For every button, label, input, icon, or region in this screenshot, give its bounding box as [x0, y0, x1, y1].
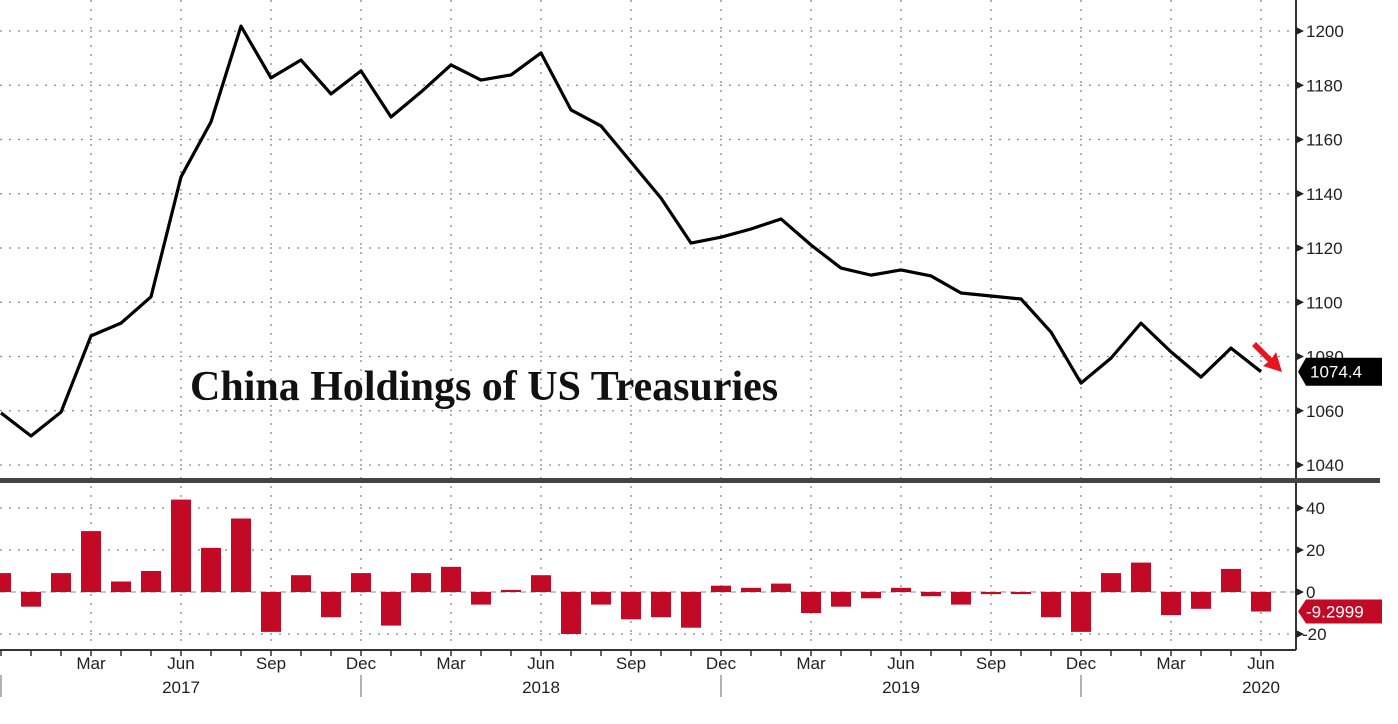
bar-2018-05	[501, 589, 521, 592]
panel-separator	[0, 478, 1380, 483]
bar-2019-08	[951, 592, 971, 605]
x-month-label: Dec	[706, 654, 737, 673]
red-arrow-icon	[1252, 342, 1282, 372]
y-tick	[1296, 135, 1304, 144]
last-value-tag	[1298, 357, 1382, 386]
bar-2018-04	[471, 592, 491, 605]
x-month-label: Jun	[527, 654, 554, 673]
bar-2018-10	[651, 592, 671, 618]
bar-2018-09	[621, 592, 641, 620]
x-month-label: Sep	[256, 654, 286, 673]
y-tick-label: 1180	[1306, 76, 1343, 95]
bar-2019-10	[1011, 592, 1031, 595]
bar-2018-07	[561, 592, 581, 634]
y-tick	[1296, 630, 1304, 638]
bar-2017-06	[171, 499, 191, 592]
y-tick-label: 1160	[1306, 131, 1343, 150]
y-tick	[1296, 352, 1304, 361]
bar-2020-04	[1191, 592, 1211, 609]
x-month-label: Mar	[796, 654, 826, 673]
bar-2019-09	[981, 592, 1001, 595]
x-month-label: Mar	[436, 654, 466, 673]
y-tick	[1296, 81, 1304, 90]
bar-2019-04	[831, 592, 851, 607]
bar-2019-03	[801, 592, 821, 613]
bar-2019-06	[891, 587, 911, 592]
x-month-label: Sep	[976, 654, 1006, 673]
bar-2018-11	[681, 592, 701, 628]
bar-2017-03	[81, 531, 101, 592]
bar-2018-02	[411, 573, 431, 592]
y-tick	[1296, 244, 1304, 252]
y-tick	[1296, 546, 1304, 554]
bar-2017-04	[111, 581, 131, 592]
bar-2018-03	[441, 566, 461, 592]
x-month-label: Mar	[76, 654, 106, 673]
bar-2020-06	[1251, 592, 1271, 612]
y-tick-label: 0	[1306, 583, 1315, 602]
bar-2017-12	[351, 573, 371, 592]
x-month-label: Jun	[167, 654, 194, 673]
holdings-line	[0, 24, 1262, 438]
bar-2017-02	[51, 573, 71, 592]
last-bar-value-label: -9.2999	[1306, 603, 1364, 622]
x-month-label: Sep	[616, 654, 646, 673]
bar-2017-11	[321, 592, 341, 618]
bar-2017-09	[261, 592, 281, 632]
y-tick	[1296, 298, 1304, 307]
y-tick-label: 1200	[1306, 22, 1344, 41]
y-tick	[1296, 189, 1304, 198]
bar-2017-01	[21, 592, 41, 607]
y-tick	[1296, 406, 1304, 415]
bar-2019-01	[741, 587, 761, 592]
x-year-label: 2020	[1242, 678, 1280, 697]
bar-2019-02	[771, 583, 791, 592]
y-tick	[1296, 461, 1304, 469]
bar-2019-11	[1041, 592, 1061, 618]
bar-2020-03	[1161, 592, 1181, 616]
bar-2017-07	[201, 547, 221, 592]
bar-2018-12	[711, 585, 731, 592]
y-tick-label: 20	[1306, 541, 1325, 560]
x-year-label: 2018	[522, 678, 560, 697]
bar-2017-08	[231, 518, 251, 592]
y-tick-label: -20	[1302, 625, 1327, 644]
y-tick-label: 1140	[1306, 185, 1343, 204]
y-tick	[1296, 504, 1304, 512]
bar-2019-07	[921, 592, 941, 597]
y-tick-label: 40	[1306, 499, 1325, 518]
x-month-label: Dec	[346, 654, 377, 673]
bar-2020-01	[1101, 573, 1121, 592]
y-tick-label: 1120	[1306, 239, 1343, 258]
last-bar-value-tag	[1298, 599, 1382, 624]
bar-2020-02	[1131, 562, 1151, 592]
bar-2018-01	[381, 592, 401, 626]
bar-2020-05	[1221, 568, 1241, 592]
y-tick	[1296, 27, 1304, 35]
bar-2018-08	[591, 592, 611, 605]
x-month-label: Jun	[1247, 654, 1274, 673]
x-year-label: 2017	[162, 678, 200, 697]
y-tick	[1296, 588, 1304, 596]
x-month-label: Dec	[1066, 654, 1097, 673]
x-month-label: Jun	[887, 654, 914, 673]
x-month-label: Mar	[1156, 654, 1186, 673]
bar-2019-05	[861, 592, 881, 599]
bar-2017-10	[291, 575, 311, 592]
y-tick-label: 1060	[1306, 402, 1344, 421]
y-tick-label: 1100	[1306, 293, 1343, 312]
last-value-label: 1074.4	[1310, 363, 1362, 382]
bar-2018-06	[531, 575, 551, 592]
bar-2016-12	[0, 573, 11, 592]
bar-2017-05	[141, 571, 161, 592]
bar-2019-12	[1071, 592, 1091, 632]
x-year-label: 2019	[882, 678, 920, 697]
chart-title: China Holdings of US Treasuries	[190, 364, 778, 410]
y-tick-label: 1040	[1306, 456, 1344, 475]
